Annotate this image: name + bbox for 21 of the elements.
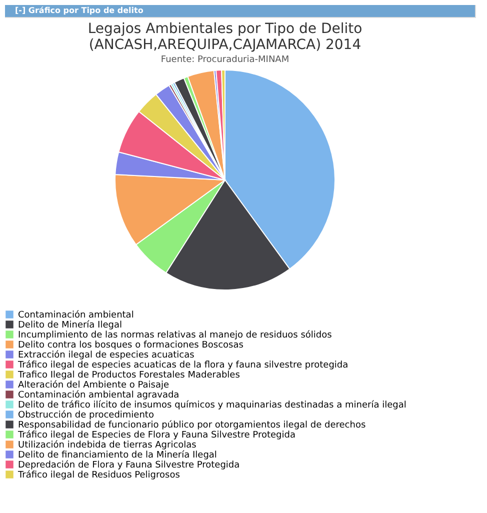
legend-label: Delito de Minería Ilegal [18, 320, 122, 330]
legend-label: Contaminación ambiental agravada [18, 390, 180, 400]
text: [-] Gráfico por Tipo de delito [15, 6, 144, 15]
legend-label: Depredación de Flora y Fauna Silvestre Protegida [18, 460, 240, 470]
legend-label: Tráfico ilegal de Residuos Peligrosos [17, 470, 180, 480]
legend-label: Responsabilidad de funcionario público por otorgamientos ilegal de derechos [18, 420, 366, 430]
legend-label: Trafico Ilegal de Productos Forestales Maderables [17, 370, 240, 380]
legend-label: Incumplimiento de las normas relativas al manejo de residuos sólidos [18, 330, 332, 340]
legend-label: Tráfico ilegal de Especies de Flora y Fauna Silvestre Protegida [17, 430, 296, 440]
legend-label: Extracción ilegal de especies acuaticas [18, 350, 195, 360]
legend-label: Delito de tráfico ilícito de insumos químicos y maquinarias destinadas a minería ilegal [18, 400, 406, 410]
legend-label: Utilización indebida de tierras Agricolas [18, 440, 197, 450]
legend-label: Alteración del Ambiente o Paisaje [18, 380, 170, 390]
legend-label: Delito de financiamiento de la Minería Ilegal [18, 450, 217, 460]
legend-label: Obstrucción de procedimiento [18, 410, 154, 420]
text: (ANCASH,AREQUIPA,CAJAMARCA) 2014 [88, 37, 362, 53]
chart-subtitle: Fuente: Procuraduria-MINAM [160, 55, 290, 65]
legend-label: Delito contra los bosques o formaciones Boscosas [18, 340, 244, 350]
legend-label: Tráfico ilegal de especies acuaticas de la flora y fauna silvestre protegida [17, 360, 348, 370]
legend-label: Contaminación ambiental [18, 310, 134, 320]
text: Legajos Ambientales por Tipo de Delito [88, 21, 362, 37]
